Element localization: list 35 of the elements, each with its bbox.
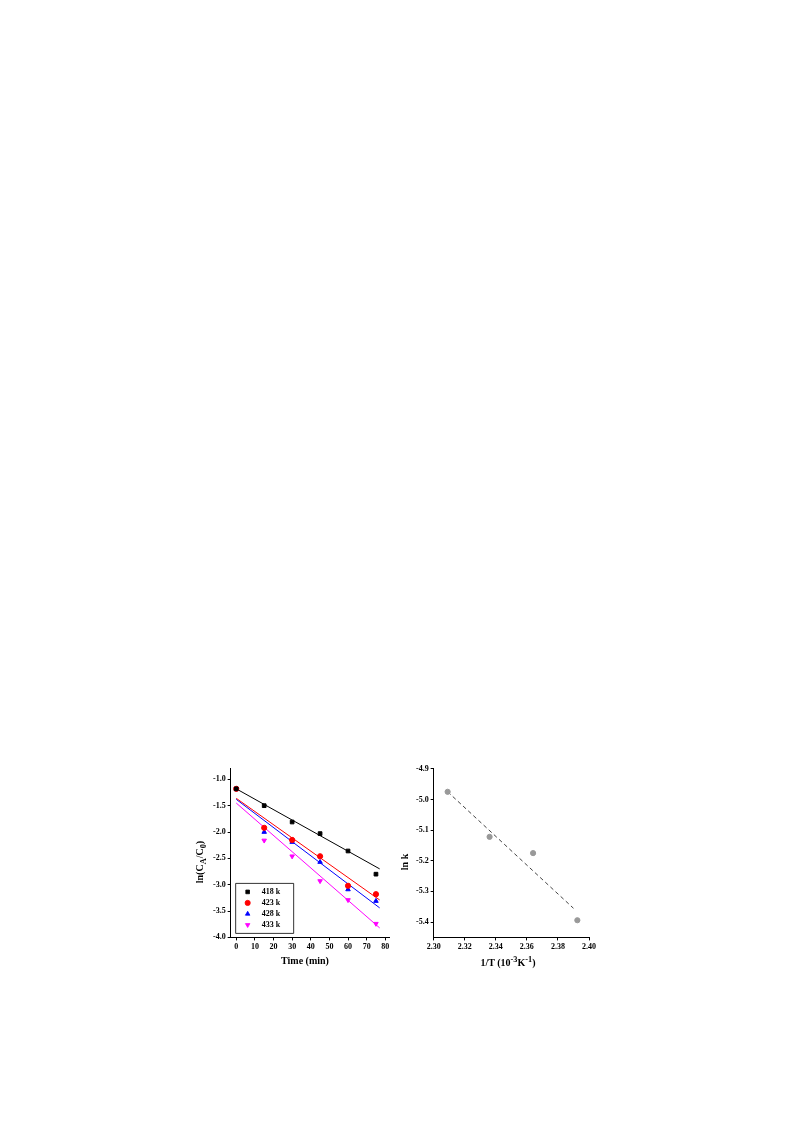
legend-label: 418 k [261,886,281,896]
y-tick-label: -2.5 [212,853,226,863]
x-axis-title: 1/T (10$^{-3}$K$^{-1}$) [479,955,537,969]
x-tick-label: 2.38 [550,942,565,952]
x-tick-label: 2.32 [457,942,472,952]
legend-label: 433 k [261,919,281,929]
y-tick-label: -3.5 [212,906,226,916]
x-tick-label: 80 [381,942,390,952]
y-tick-label: -5.1 [415,825,429,835]
x-tick-label: 2.34 [488,942,503,952]
y-tick-label: -5.2 [415,855,429,865]
x-axis-title: Time (min) [280,955,330,966]
x-tick-label: 0 [234,942,239,952]
y-tick-label: -1.5 [212,800,226,810]
x-tick-label: 2.36 [519,942,534,952]
y-tick-label: -4.0 [212,932,226,942]
y-axis-title: ln k [398,853,410,871]
y-tick-label: -2.0 [212,827,226,837]
y-tick-label: -5.0 [415,794,429,804]
y-tick-label: -5.3 [415,886,429,896]
x-tick-label: 40 [306,942,315,952]
x-tick-label: 60 [344,942,353,952]
x-tick-label: 20 [269,942,278,952]
y-tick-label: -5.4 [415,917,429,927]
y-tick-label: -4.9 [415,763,429,773]
y-tick-label: -3.0 [212,879,226,889]
x-tick-label: 70 [362,942,371,952]
x-tick-label: 2.30 [426,942,441,952]
y-tick-label: -1.0 [212,774,226,784]
x-tick-label: 2.40 [582,942,596,952]
x-tick-label: 30 [288,942,297,952]
x-tick-label: 10 [250,942,259,952]
legend-label: 423 k [261,897,281,907]
x-tick-label: 50 [325,942,334,952]
legend-label: 428 k [261,908,281,918]
